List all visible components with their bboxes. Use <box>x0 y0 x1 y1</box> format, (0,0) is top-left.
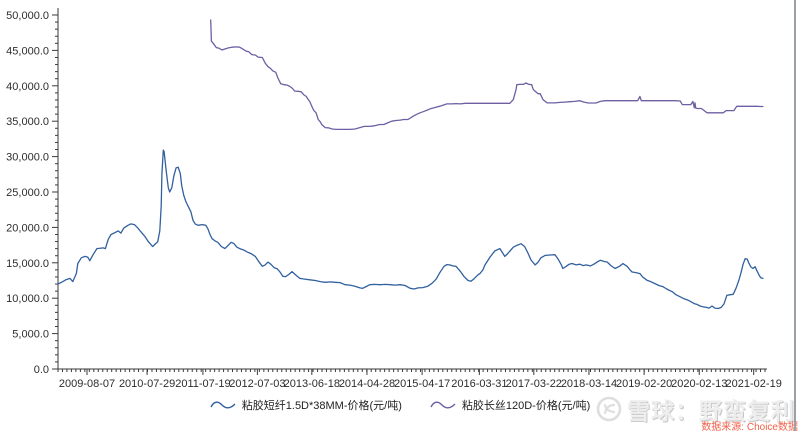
y-axis-label: 35,000.0 <box>6 116 49 128</box>
y-axis-label: 5,000.0 <box>12 329 49 341</box>
x-axis-label: 2018-03-14 <box>561 378 617 390</box>
x-axis-label: 2012-07-03 <box>229 378 285 390</box>
x-axis-label: 2015-04-17 <box>394 378 450 390</box>
y-axis-label: 30,000.0 <box>6 152 49 164</box>
y-axis-label: 10,000.0 <box>6 293 49 305</box>
y-axis-label: 15,000.0 <box>6 258 49 270</box>
xueqiu-logo-icon <box>596 396 622 422</box>
x-axis-label: 2013-06-18 <box>284 378 340 390</box>
series-line-0 <box>57 149 764 310</box>
x-axis-label: 2014-04-28 <box>339 378 395 390</box>
xueqiu-watermark: 雪球：野蛮复利 <box>596 392 795 426</box>
y-axis-label: 0.0 <box>34 364 49 376</box>
x-axis-label: 2019-02-20 <box>616 378 672 390</box>
x-axis-label: 2016-03-31 <box>451 378 507 390</box>
y-axis-label: 45,000.0 <box>6 45 49 57</box>
y-axis-label: 40,000.0 <box>6 81 49 93</box>
x-axis-label: 2010-07-29 <box>119 378 175 390</box>
y-axis-label: 50,000.0 <box>6 10 49 22</box>
x-axis-label: 2009-08-07 <box>59 378 115 390</box>
x-axis-label: 2020-02-13 <box>671 378 727 390</box>
y-axis-label: 25,000.0 <box>6 187 49 199</box>
watermark-text: 雪球：野蛮复利 <box>627 398 795 424</box>
data-source-note: 数据来源: Choice数据 <box>701 422 798 431</box>
window-right-edge <box>794 0 796 431</box>
x-axis-label: 2021-02-19 <box>726 378 782 390</box>
x-axis-label: 2017-03-22 <box>506 378 562 390</box>
series-line-1 <box>210 19 764 131</box>
x-axis-label: 2011-07-19 <box>175 378 230 390</box>
y-axis-label: 20,000.0 <box>6 222 49 234</box>
